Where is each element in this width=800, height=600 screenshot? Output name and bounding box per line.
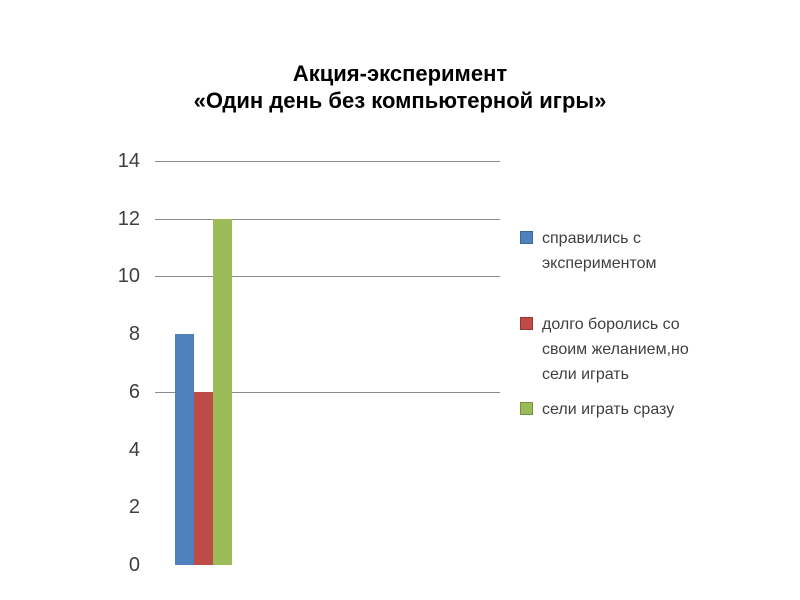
y-axis-tick-label-4: 4 (128, 438, 140, 461)
y-axis-tick-label-10: 10 (117, 265, 140, 288)
chart-title: Акция-эксперимент «Один день без компьют… (0, 60, 800, 114)
legend-label: долго боролись со своим желанием,но сели… (542, 316, 689, 383)
gridline-14 (155, 161, 500, 162)
legend-swatch-icon (520, 317, 533, 330)
chart-title-line2: «Один день без компьютерной игры» (193, 88, 607, 113)
legend-label: справились с экспериментом (542, 230, 657, 272)
legend-label: сели играть сразу (542, 401, 675, 418)
legend-item-completed-experiment: справились с экспериментом (520, 226, 730, 276)
y-axis-tick-label-2: 2 (128, 496, 140, 519)
gridline-6 (155, 391, 500, 393)
y-axis-tick-label-0: 0 (128, 554, 140, 576)
y-axis-tick-label-6: 6 (128, 380, 140, 403)
y-axis-tick-label-8: 8 (128, 323, 140, 346)
bar-struggled-then-played (194, 391, 213, 565)
bar-completed-experiment (175, 334, 194, 565)
legend-swatch-icon (520, 402, 533, 415)
bar-played-immediately (213, 218, 232, 565)
legend-swatch-icon (520, 231, 533, 244)
y-axis-tick-label-14: 14 (117, 150, 140, 172)
legend-item-played-immediately: сели играть сразу (520, 397, 730, 422)
chart-title-line1: Акция-эксперимент (292, 61, 508, 86)
gridline-12 (155, 218, 500, 220)
legend-item-struggled-then-played: долго боролись со своим желанием,но сели… (520, 312, 730, 387)
y-axis-tick-label-12: 12 (117, 207, 140, 230)
gridline-10 (155, 276, 500, 278)
